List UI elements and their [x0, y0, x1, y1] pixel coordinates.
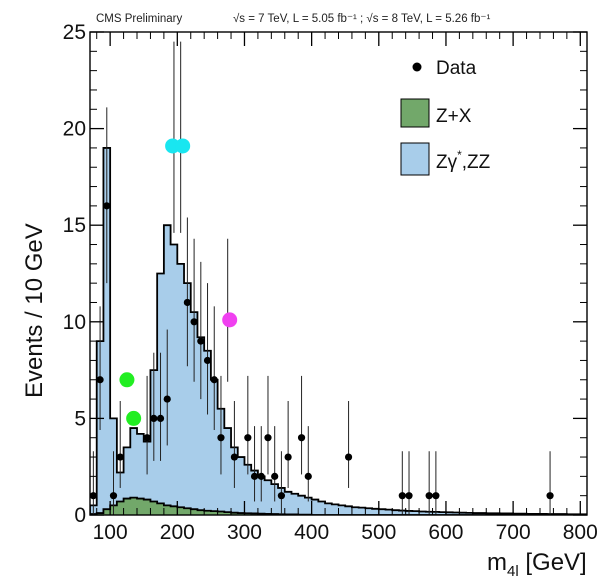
data-point [250, 472, 259, 480]
x-tick-label: 300 [227, 521, 262, 544]
data-point [183, 298, 191, 307]
x-tick-label: 700 [496, 521, 531, 544]
data-point [230, 453, 238, 461]
data-point [203, 356, 212, 365]
x-axis-title-sub: 4l [507, 563, 519, 580]
data-points-layer [89, 41, 554, 515]
legend-label-zz-tail: ,ZZ [462, 152, 491, 173]
highlight-marker [126, 410, 142, 426]
y-tick-label: 0 [74, 504, 86, 527]
x-tick-label: 600 [428, 521, 463, 544]
data-point [546, 492, 554, 500]
data-point [277, 492, 286, 500]
data-point [143, 434, 151, 442]
data-point [264, 434, 272, 442]
data-point [271, 472, 279, 480]
data-point [109, 492, 118, 500]
legend-zz-swatch [400, 142, 430, 176]
x-axis-title-unit: [GeV] [519, 549, 587, 576]
data-point [405, 492, 413, 500]
data-point [284, 453, 292, 461]
data-point [103, 202, 111, 210]
data-point [96, 376, 104, 384]
legend-label-zz-main: Zγ [436, 152, 458, 173]
data-point [297, 434, 306, 442]
x-axis-title-main: m [487, 549, 507, 576]
data-point [150, 414, 158, 422]
data-point [190, 318, 198, 326]
legend-data-marker [412, 62, 422, 72]
legend: Data Z+X Zγ*,ZZ [400, 58, 491, 176]
legend-label-zz: Zγ*,ZZ [436, 148, 491, 173]
data-point [156, 414, 165, 422]
data-point [432, 492, 440, 500]
highlight-marker [175, 138, 191, 154]
y-tick-label: 10 [63, 311, 86, 334]
x-tick-label: 400 [294, 521, 329, 544]
data-point [217, 434, 225, 442]
x-tick-label: 500 [361, 521, 396, 544]
data-point [344, 453, 353, 461]
data-point [163, 395, 171, 403]
y-axis-title: Events / 10 GeV [21, 223, 48, 398]
y-tick-label: 25 [63, 21, 86, 44]
y-tick-label: 5 [74, 407, 86, 430]
data-point [398, 492, 406, 500]
experiment-label: CMS Preliminary [96, 13, 183, 25]
x-tick-label: 200 [160, 521, 195, 544]
legend-label-data: Data [436, 58, 477, 79]
highlight-markers-layer [119, 138, 238, 426]
luminosity-label: √s = 7 TeV, L = 5.05 fb⁻¹ ; √s = 8 TeV, … [233, 12, 490, 25]
data-point [244, 434, 252, 442]
y-tick-label: 20 [63, 118, 86, 141]
data-point [257, 472, 265, 480]
legend-label-zx: Z+X [436, 106, 472, 127]
highlight-marker [222, 312, 238, 328]
legend-zx-swatch [400, 98, 430, 128]
x-axis-title: m4l [GeV] [487, 549, 587, 580]
x-tick-label: 100 [93, 521, 128, 544]
data-point [210, 376, 218, 384]
highlight-marker [119, 372, 135, 388]
data-point [425, 492, 433, 500]
y-tick-label: 15 [63, 214, 86, 237]
x-tick-label: 800 [563, 521, 598, 544]
data-point [116, 453, 124, 461]
data-point [304, 472, 312, 480]
legend-label-zz-sup: * [457, 148, 462, 162]
axes: 0 5 10 15 20 25 100 200 300 400 500 600 700 800 [63, 21, 598, 544]
data-point [197, 337, 205, 345]
